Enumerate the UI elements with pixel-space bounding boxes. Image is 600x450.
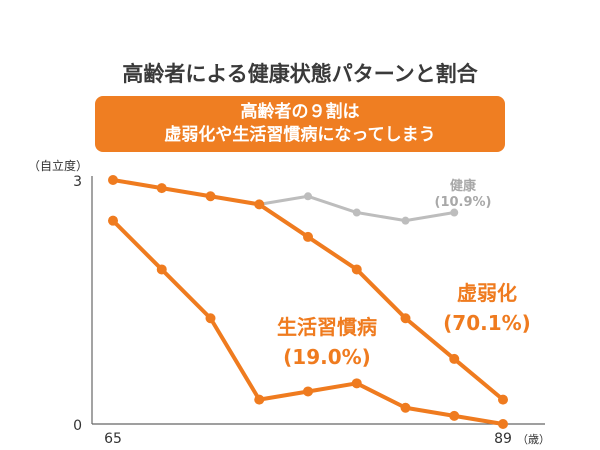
- series-2-point: [303, 386, 313, 397]
- series-1-point: [449, 353, 460, 364]
- series-share-label: (19.0%): [283, 345, 371, 369]
- series-0-point: [450, 208, 459, 217]
- series-name-label: 虚弱化: [457, 281, 517, 305]
- series-2-point: [205, 313, 216, 324]
- series-2-point: [254, 394, 265, 405]
- series-2-point: [498, 419, 508, 429]
- x-axis-unit: （歳）: [517, 433, 550, 446]
- series-1-point: [156, 183, 167, 194]
- series-0-point: [304, 192, 312, 201]
- y-tick-label-bottom: 0: [73, 418, 82, 434]
- series-1-point: [351, 264, 362, 275]
- series-1-point: [498, 394, 508, 405]
- series-name-label: 生活習慣病: [277, 315, 377, 339]
- series-2-point: [351, 378, 362, 389]
- series-0-point: [352, 208, 361, 217]
- summary-banner: 高齢者の９割は 虚弱化や生活習慣病になってしまう: [95, 96, 505, 152]
- banner-line-1: 高齢者の９割は: [240, 102, 360, 122]
- series-1-point: [400, 313, 411, 324]
- series-share-label: (70.1%): [443, 311, 531, 335]
- series-1-point: [254, 199, 265, 210]
- series-2-point: [156, 264, 167, 275]
- banner-line-2: 虚弱化や生活習慣病になってしまう: [164, 125, 436, 145]
- series-2-point: [108, 215, 118, 226]
- x-tick-label-end: 89: [494, 431, 512, 447]
- y-tick-label-top: 3: [73, 174, 82, 190]
- series-1-point: [303, 231, 313, 242]
- series-name-label: 健康: [450, 178, 477, 194]
- series-share-label: (10.9%): [435, 195, 492, 210]
- y-axis-title: （自立度）: [28, 158, 88, 173]
- series-2-point: [449, 410, 460, 421]
- chart-title: 高齢者による健康状態パターンと割合: [122, 62, 478, 86]
- x-tick-label-start: 65: [104, 431, 122, 447]
- series-1-point: [205, 191, 216, 202]
- series-1-point: [108, 175, 118, 185]
- series-0-point: [401, 216, 410, 225]
- series-2-point: [400, 402, 411, 413]
